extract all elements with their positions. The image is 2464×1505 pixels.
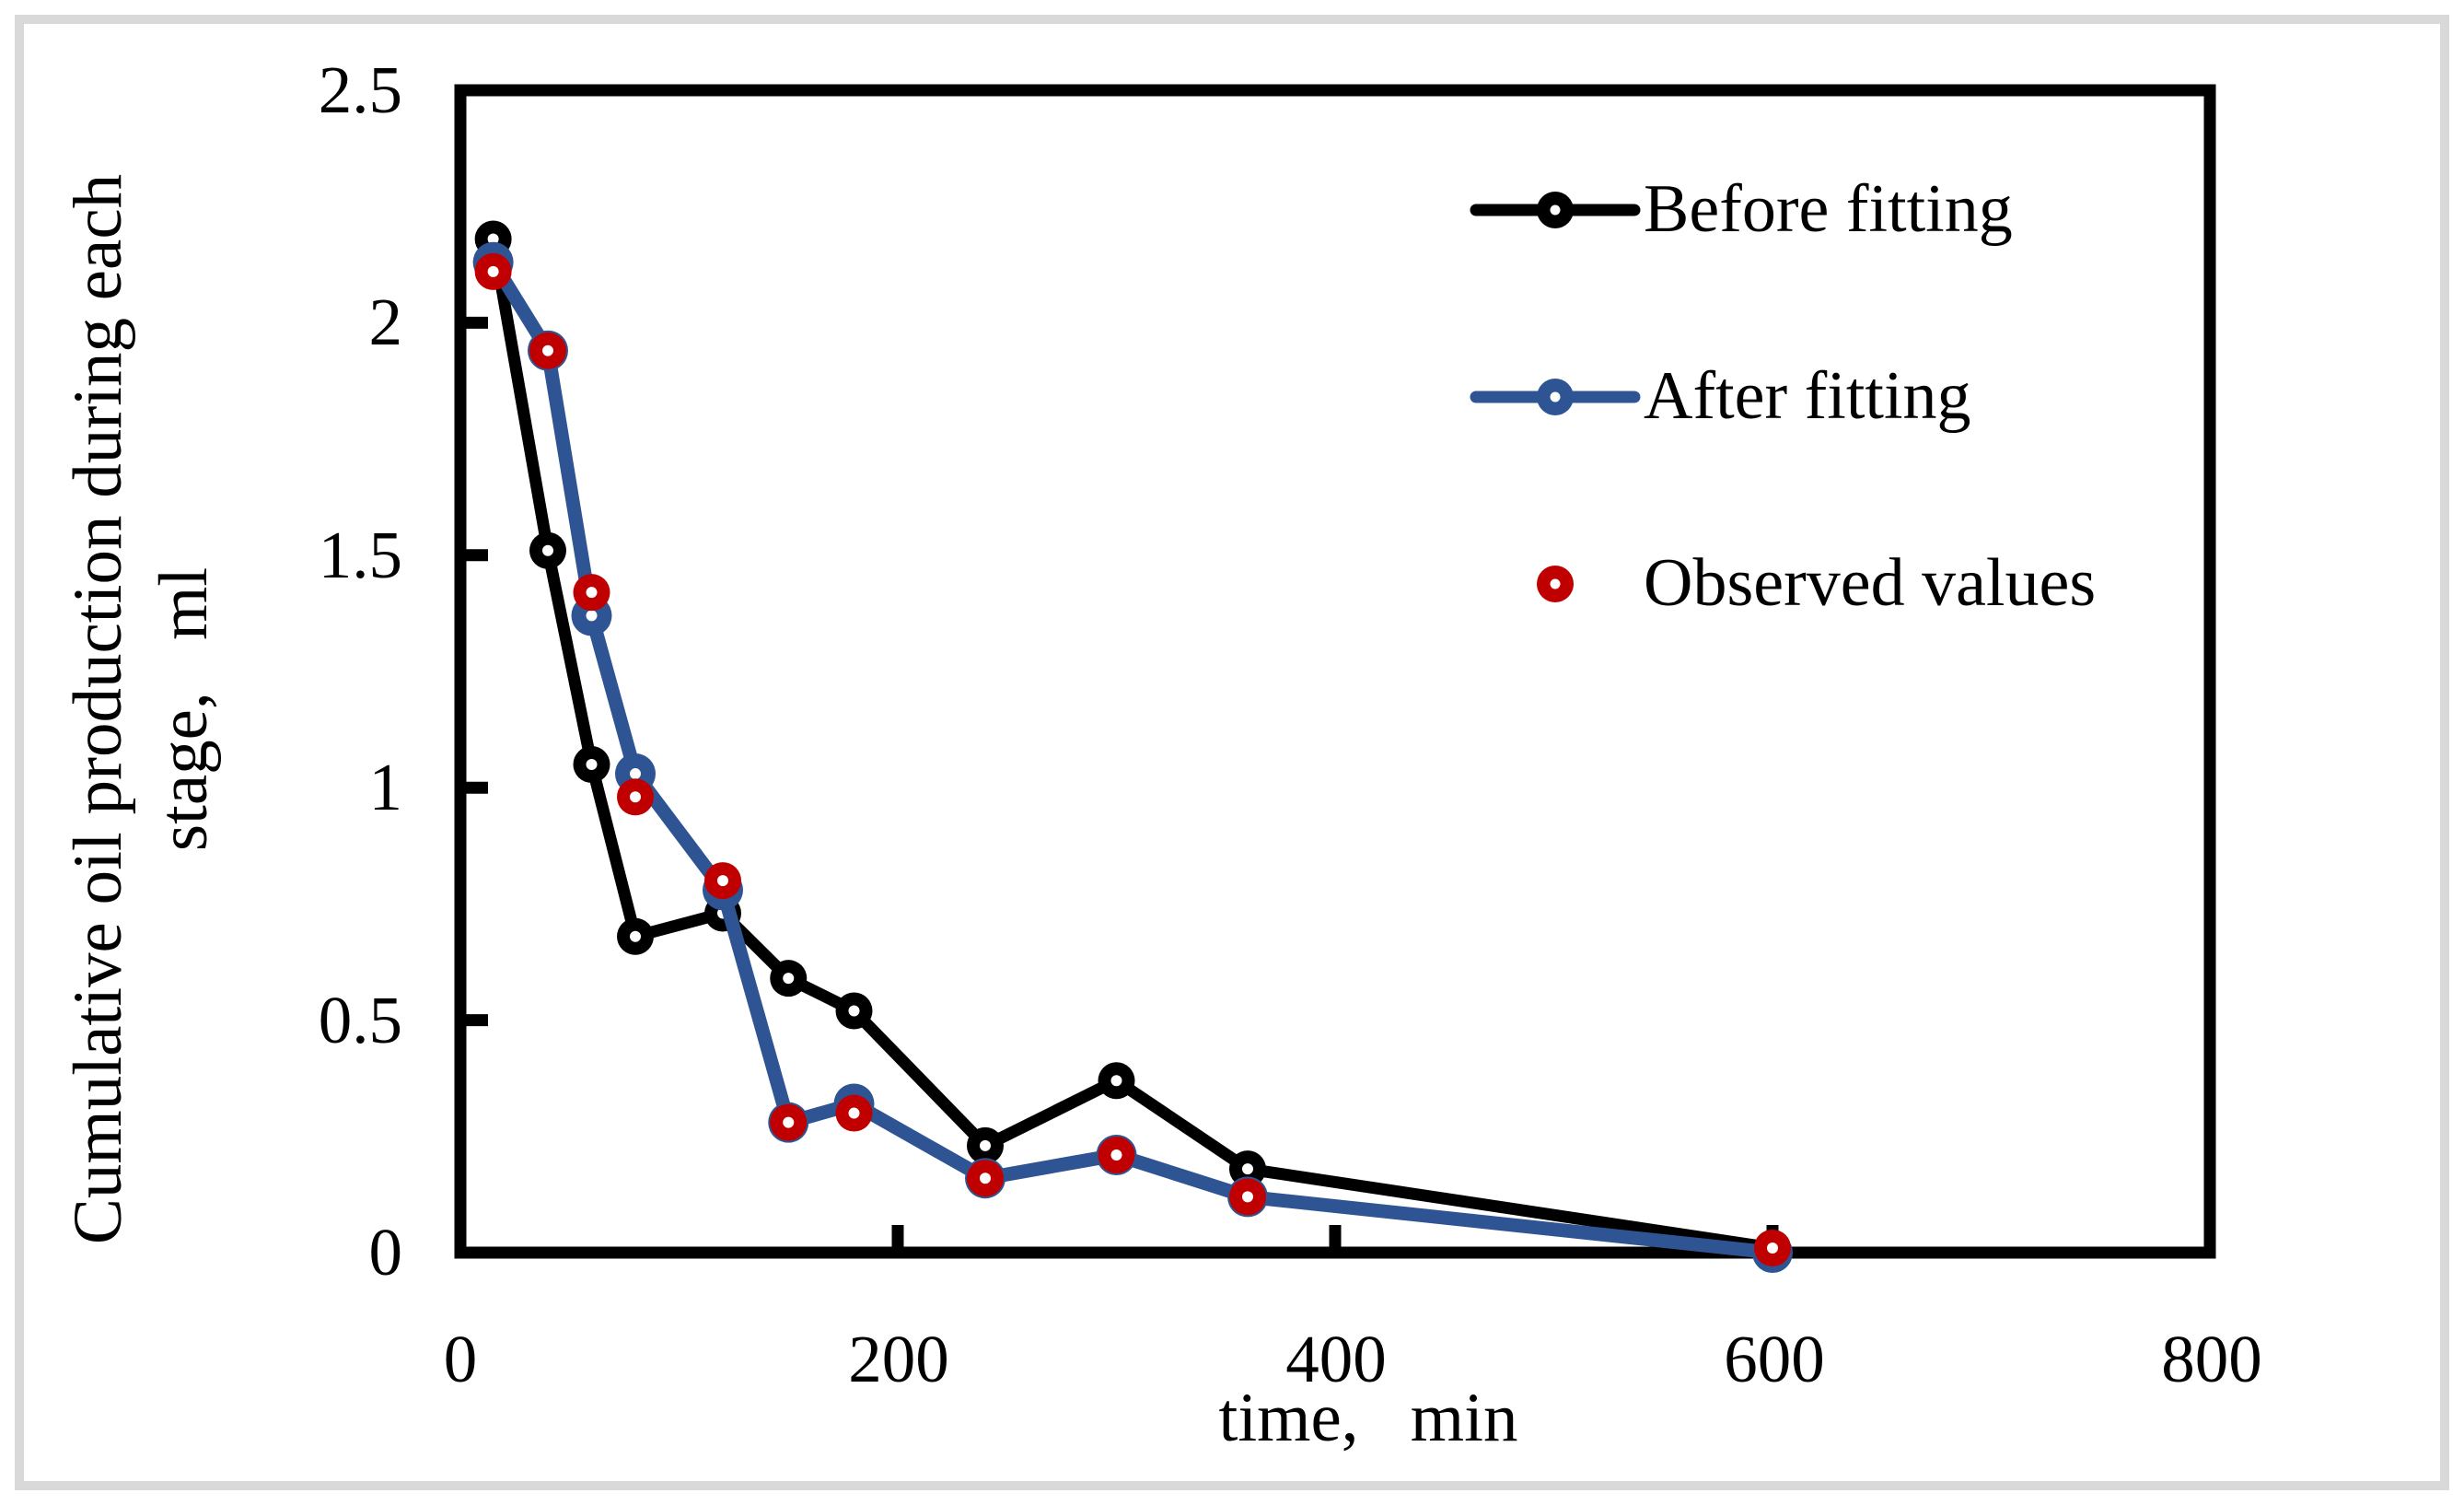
y-axis-title-line1: Cumulative oil production during each bbox=[60, 173, 136, 1245]
legend-marker-dot-observed-values bbox=[1550, 578, 1561, 589]
legend-label-before-fitting: Before fitting bbox=[1644, 171, 2013, 247]
x-tick-label: 200 bbox=[848, 1322, 949, 1396]
series-marker-dot-before-fitting bbox=[542, 544, 553, 556]
series-marker-dot-observed-values bbox=[848, 1107, 860, 1119]
y-tick-label: 0 bbox=[368, 1215, 403, 1289]
series-marker-dot-observed-values bbox=[717, 875, 728, 887]
series-marker-dot-before-fitting bbox=[980, 1139, 991, 1151]
y-tick-label: 2.5 bbox=[318, 52, 402, 127]
series-marker-dot-after-fitting bbox=[630, 768, 641, 780]
y-tick-label: 1 bbox=[368, 750, 403, 824]
x-tick-label: 800 bbox=[2161, 1322, 2262, 1396]
legend-marker-dot-before-fitting bbox=[1550, 204, 1561, 216]
series-marker-dot-observed-values bbox=[1767, 1242, 1778, 1254]
series-marker-dot-observed-values bbox=[630, 791, 641, 803]
x-tick-label: 0 bbox=[443, 1322, 478, 1396]
series-marker-dot-before-fitting bbox=[783, 973, 795, 985]
series-marker-dot-observed-values bbox=[980, 1172, 991, 1184]
legend-marker-dot-after-fitting bbox=[1550, 391, 1561, 402]
series-marker-dot-observed-values bbox=[1110, 1149, 1122, 1161]
y-tick-label: 1.5 bbox=[318, 518, 402, 592]
series-marker-dot-before-fitting bbox=[1242, 1163, 1253, 1175]
series-marker-dot-before-fitting bbox=[586, 758, 598, 770]
series-marker-dot-observed-values bbox=[1242, 1191, 1253, 1203]
series-marker-dot-before-fitting bbox=[848, 1005, 860, 1017]
x-tick-label: 400 bbox=[1285, 1322, 1387, 1396]
series-marker-dot-observed-values bbox=[783, 1116, 795, 1128]
series-line-after-fitting bbox=[486, 255, 1780, 1260]
y-axis-title-line2: stage, ml bbox=[145, 566, 222, 852]
y-tick-label: 0.5 bbox=[318, 983, 402, 1057]
series-marker-dot-before-fitting bbox=[1110, 1075, 1122, 1087]
plot-frame bbox=[454, 84, 2216, 1259]
series-marker-dot-observed-values bbox=[586, 587, 598, 599]
series-marker-dot-observed-values bbox=[542, 344, 553, 356]
series-marker-dot-before-fitting bbox=[487, 233, 499, 245]
series-marker-dot-before-fitting bbox=[630, 930, 641, 942]
legend-label-after-fitting: After fitting bbox=[1644, 358, 1971, 434]
legend-label-observed-values: Observed values bbox=[1644, 545, 2097, 621]
x-axis-title: time, min bbox=[1218, 1380, 1518, 1456]
y-tick-label: 2 bbox=[368, 285, 403, 359]
series-marker-dot-observed-values bbox=[487, 265, 499, 277]
series-line-before-fitting bbox=[487, 233, 1779, 1254]
x-tick-label: 600 bbox=[1724, 1322, 1825, 1396]
series-marker-dot-after-fitting bbox=[586, 610, 598, 622]
